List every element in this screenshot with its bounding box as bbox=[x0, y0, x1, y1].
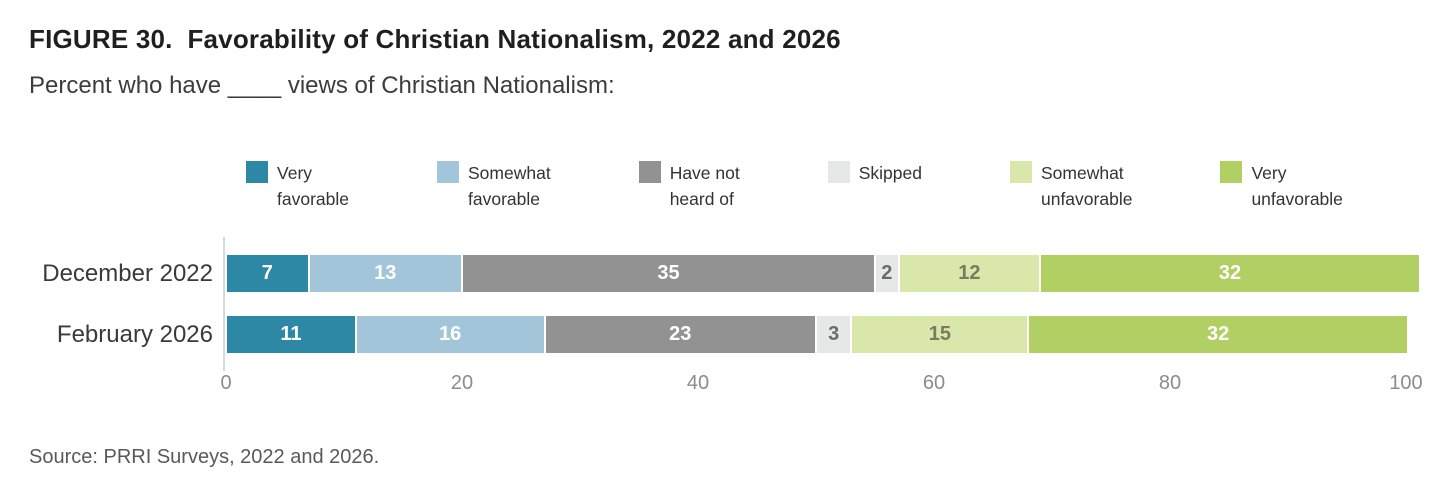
segment-value: 3 bbox=[828, 323, 840, 345]
legend-swatch bbox=[1009, 161, 1032, 183]
segment-value: 15 bbox=[928, 323, 951, 345]
legend-swatch bbox=[638, 161, 661, 183]
chart-legend: Very favorable Somewhat favorable Have not… bbox=[246, 160, 1343, 212]
legend-swatch bbox=[246, 161, 268, 183]
legend-label: Somewhat unfavorable bbox=[1040, 163, 1133, 209]
legend-item: Very unfavorable bbox=[1220, 160, 1343, 212]
segment-value: 35 bbox=[657, 262, 680, 284]
segment-value: 7 bbox=[261, 262, 273, 284]
bar-segment: 3 bbox=[816, 316, 853, 353]
bar-row: 7 13 35 2 12 32 bbox=[227, 255, 1419, 292]
bar-segment: 16 bbox=[356, 316, 546, 353]
legend-label: Have not heard of bbox=[669, 163, 740, 209]
bar-row: 11 16 23 3 15 32 bbox=[227, 316, 1407, 353]
x-tick-label: 0 bbox=[220, 372, 232, 394]
y-axis-line bbox=[223, 237, 225, 371]
bar-segment: 23 bbox=[545, 316, 817, 353]
legend-label: Very favorable bbox=[277, 163, 349, 209]
segment-value: 32 bbox=[1207, 323, 1230, 345]
x-tick-label: 20 bbox=[450, 372, 474, 394]
segment-value: 11 bbox=[280, 323, 302, 345]
segment-value: 12 bbox=[958, 262, 981, 284]
segment-value: 23 bbox=[669, 323, 692, 345]
x-tick-label: 100 bbox=[1389, 372, 1423, 394]
legend-label: Skipped bbox=[858, 163, 922, 183]
bar-segment: 13 bbox=[309, 255, 463, 292]
segment-value: 16 bbox=[439, 323, 462, 345]
category-label: December 2022 bbox=[42, 259, 213, 287]
segment-value: 32 bbox=[1218, 262, 1242, 284]
x-tick-label: 40 bbox=[686, 372, 710, 394]
legend-swatch bbox=[1220, 161, 1243, 183]
x-tick-label: 60 bbox=[922, 372, 946, 394]
legend-swatch bbox=[827, 161, 850, 183]
bar-segment: 32 bbox=[1041, 255, 1419, 292]
legend-item: Very favorable bbox=[246, 160, 349, 212]
legend-item: Have not heard of bbox=[638, 160, 740, 212]
bar-segment: 15 bbox=[852, 316, 1030, 353]
segment-value: 13 bbox=[374, 262, 397, 284]
bar-segment: 7 bbox=[227, 255, 310, 292]
legend-label: Somewhat favorable bbox=[468, 163, 551, 209]
figure-subtitle: Percent who have ____ views of Christian… bbox=[29, 72, 615, 99]
segment-value: 2 bbox=[881, 262, 893, 284]
legend-item: Skipped bbox=[827, 160, 922, 212]
bar-segment: 11 bbox=[227, 316, 357, 353]
bar-segment: 12 bbox=[899, 255, 1042, 292]
bar-segment: 35 bbox=[462, 255, 876, 292]
category-label: February 2026 bbox=[56, 320, 213, 348]
legend-item: Somewhat favorable bbox=[437, 160, 551, 212]
figure-title: FIGURE 30. Favorability of Christian Nat… bbox=[29, 24, 841, 54]
bar-segment: 32 bbox=[1029, 316, 1407, 353]
legend-swatch bbox=[437, 161, 459, 183]
legend-label: Very unfavorable bbox=[1251, 163, 1343, 209]
bar-segment: 2 bbox=[875, 255, 900, 292]
source-note: Source: PRRI Surveys, 2022 and 2026. bbox=[29, 446, 380, 468]
legend-item: Somewhat unfavorable bbox=[1009, 160, 1133, 212]
x-tick-label: 80 bbox=[1158, 372, 1182, 394]
